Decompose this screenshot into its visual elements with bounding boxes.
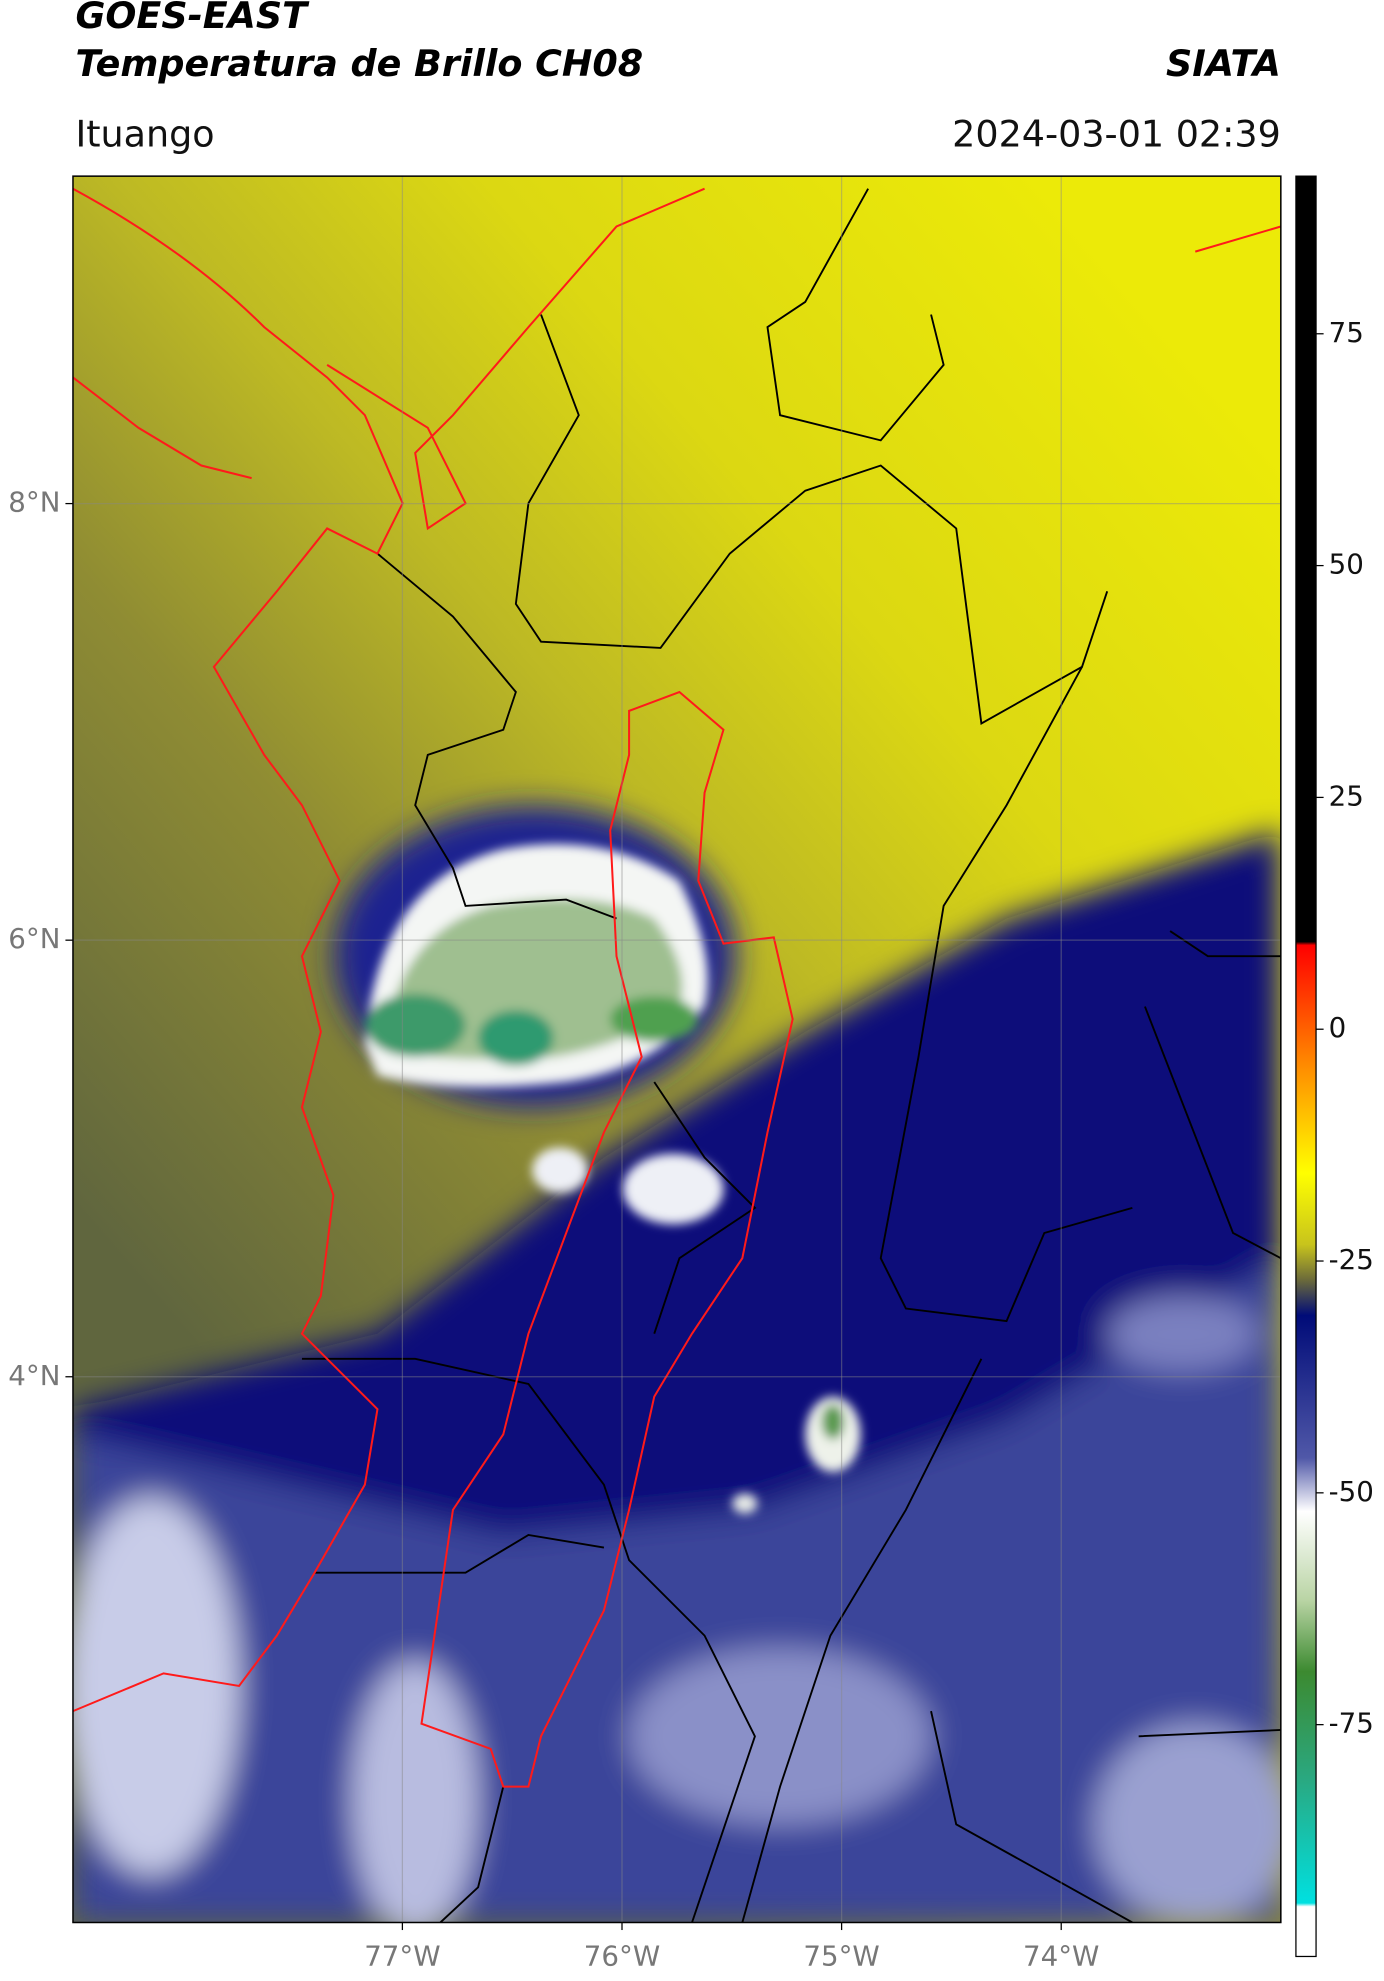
y-tick-label: 4°N — [8, 1359, 60, 1392]
subtitle: Temperatura de Brillo CH08 — [75, 42, 643, 85]
x-tick-label: 76°W — [584, 1940, 660, 1973]
colorbar-tick-label: 75 — [1329, 316, 1364, 349]
satellite-image — [72, 176, 1281, 1923]
x-tick-label: 75°W — [803, 1940, 879, 1973]
colorbar-tick-label: -25 — [1329, 1243, 1374, 1276]
colorbar-tick-label: 0 — [1329, 1011, 1347, 1044]
timestamp: 2024-03-01 02:39 — [952, 112, 1281, 155]
colorbar-tick-label: -75 — [1329, 1707, 1374, 1740]
x-tick-label: 77°W — [364, 1940, 440, 1973]
colorbar — [1295, 175, 1317, 1958]
x-tick-label: 74°W — [1023, 1940, 1099, 1973]
title: GOES-EAST — [75, 0, 310, 37]
graticule — [72, 176, 1281, 1923]
map-frame — [72, 175, 1282, 1924]
colorbar-tick-label: -50 — [1329, 1475, 1374, 1508]
location: Ituango — [75, 112, 214, 155]
colorbar-tick-label: 25 — [1329, 779, 1364, 812]
y-tick-label: 8°N — [8, 486, 60, 519]
y-tick-label: 6°N — [8, 922, 60, 955]
organization: SIATA — [1166, 42, 1281, 85]
colorbar-tick-label: 50 — [1329, 548, 1364, 581]
